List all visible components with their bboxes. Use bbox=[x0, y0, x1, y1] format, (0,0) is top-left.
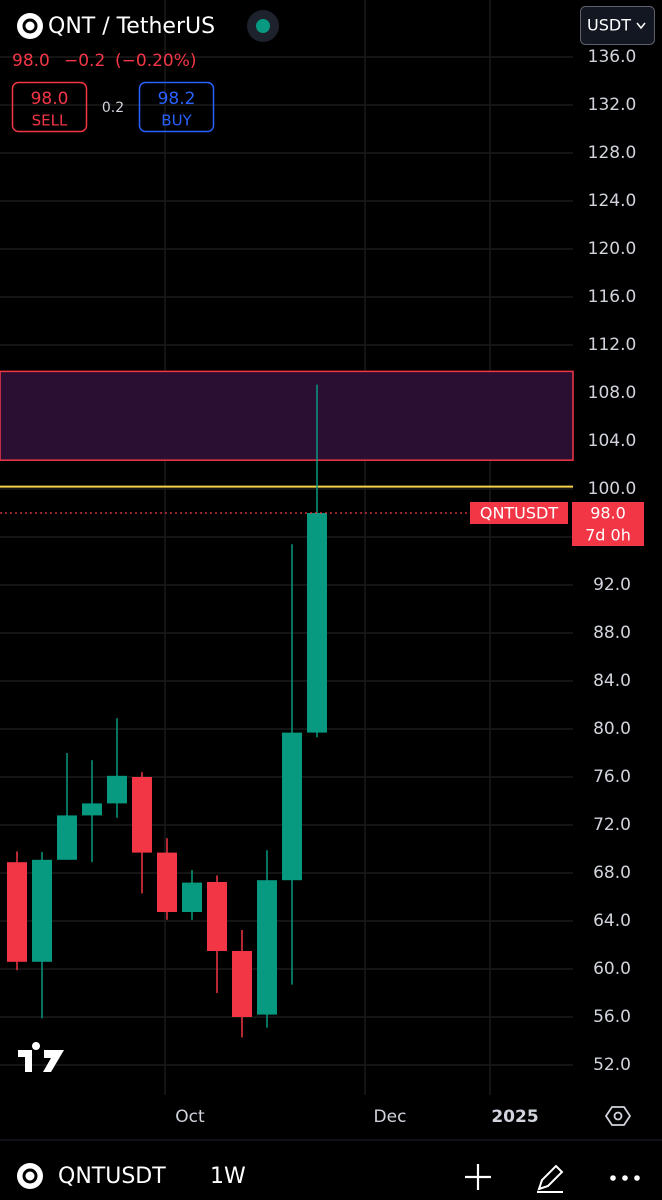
supply-zone bbox=[0, 370, 574, 461]
sell-label: SELL bbox=[32, 112, 68, 130]
y-tick-label: 76.0 bbox=[593, 767, 631, 787]
y-tick-label: 88.0 bbox=[593, 623, 631, 643]
y-tick-label: 56.0 bbox=[593, 1007, 631, 1027]
more-dot bbox=[634, 1175, 640, 1181]
candle-body bbox=[232, 951, 252, 1017]
candle-body bbox=[257, 880, 277, 1015]
footer-coin-logo bbox=[17, 1163, 43, 1189]
more-dot bbox=[610, 1175, 616, 1181]
y-tick-label: 92.0 bbox=[593, 575, 631, 595]
tradingview-logo bbox=[18, 1042, 64, 1072]
sell-price: 98.0 bbox=[31, 89, 69, 109]
candle-body bbox=[207, 882, 227, 951]
candle-body bbox=[82, 803, 102, 816]
candle-body bbox=[32, 859, 52, 962]
price-tag-countdown: 7d 0h bbox=[585, 526, 631, 545]
buy-label: BUY bbox=[161, 112, 192, 130]
coin-logo bbox=[17, 13, 43, 39]
candle-body bbox=[182, 882, 202, 912]
y-tick-label: 104.0 bbox=[588, 431, 637, 451]
y-tick-label: 112.0 bbox=[588, 335, 637, 355]
price-change-pct: (−0.20%) bbox=[115, 51, 197, 71]
y-tick-label: 128.0 bbox=[588, 143, 637, 163]
symbol-title[interactable]: QNT / TetherUS bbox=[48, 14, 215, 39]
footer-interval[interactable]: 1W bbox=[210, 1164, 246, 1189]
candle-body bbox=[307, 513, 327, 733]
y-tick-label: 64.0 bbox=[593, 911, 631, 931]
price-tag-value: 98.0 bbox=[590, 504, 626, 523]
symbol-tag-text: QNTUSDT bbox=[480, 504, 559, 523]
candle-body bbox=[157, 852, 177, 912]
y-tick-label: 136.0 bbox=[588, 47, 637, 67]
y-tick-label: 68.0 bbox=[593, 863, 631, 883]
y-tick-label: 80.0 bbox=[593, 719, 631, 739]
settings-icon-center bbox=[613, 1111, 623, 1121]
candle-body bbox=[7, 862, 27, 962]
currency-button[interactable] bbox=[580, 6, 655, 45]
x-tick-label: Oct bbox=[175, 1107, 205, 1127]
more-dot bbox=[622, 1175, 628, 1181]
y-tick-label: 60.0 bbox=[593, 959, 631, 979]
y-tick-label: 108.0 bbox=[588, 383, 637, 403]
x-tick-label: 2025 bbox=[491, 1107, 538, 1127]
y-tick-label: 124.0 bbox=[588, 191, 637, 211]
footer-coin-logo-mark bbox=[22, 1168, 38, 1184]
last-price: 98.0 bbox=[12, 51, 50, 71]
more-button[interactable] bbox=[610, 1175, 640, 1181]
spread: 0.2 bbox=[102, 100, 124, 116]
dropdown-arrow bbox=[636, 22, 646, 30]
draw-button[interactable] bbox=[537, 1164, 564, 1193]
y-tick-label: 72.0 bbox=[593, 815, 631, 835]
currency-label: USDT bbox=[587, 16, 631, 35]
market-status-dot bbox=[256, 19, 270, 33]
y-tick-label: 120.0 bbox=[588, 239, 637, 259]
x-tick-label: Dec bbox=[374, 1107, 407, 1127]
candle-body bbox=[107, 775, 127, 804]
buy-button[interactable] bbox=[138, 81, 215, 133]
coin-logo-mark bbox=[22, 18, 38, 34]
price-change: −0.2 bbox=[64, 51, 105, 71]
footer-symbol[interactable]: QNTUSDT bbox=[58, 1164, 166, 1189]
add-button[interactable] bbox=[465, 1164, 491, 1190]
candle-body bbox=[132, 777, 152, 853]
y-tick-label: 52.0 bbox=[593, 1055, 631, 1075]
symbol-tag bbox=[470, 502, 568, 524]
y-tick-label: 100.0 bbox=[588, 479, 637, 499]
y-tick-label: 116.0 bbox=[588, 287, 637, 307]
price-tag bbox=[572, 502, 644, 546]
settings-icon[interactable] bbox=[604, 1106, 632, 1126]
y-tick-label: 84.0 bbox=[593, 671, 631, 691]
candle-body bbox=[57, 815, 77, 860]
y-tick-label: 132.0 bbox=[588, 95, 637, 115]
candle-body bbox=[282, 732, 302, 881]
sell-button[interactable] bbox=[11, 81, 88, 133]
buy-price: 98.2 bbox=[158, 89, 196, 109]
